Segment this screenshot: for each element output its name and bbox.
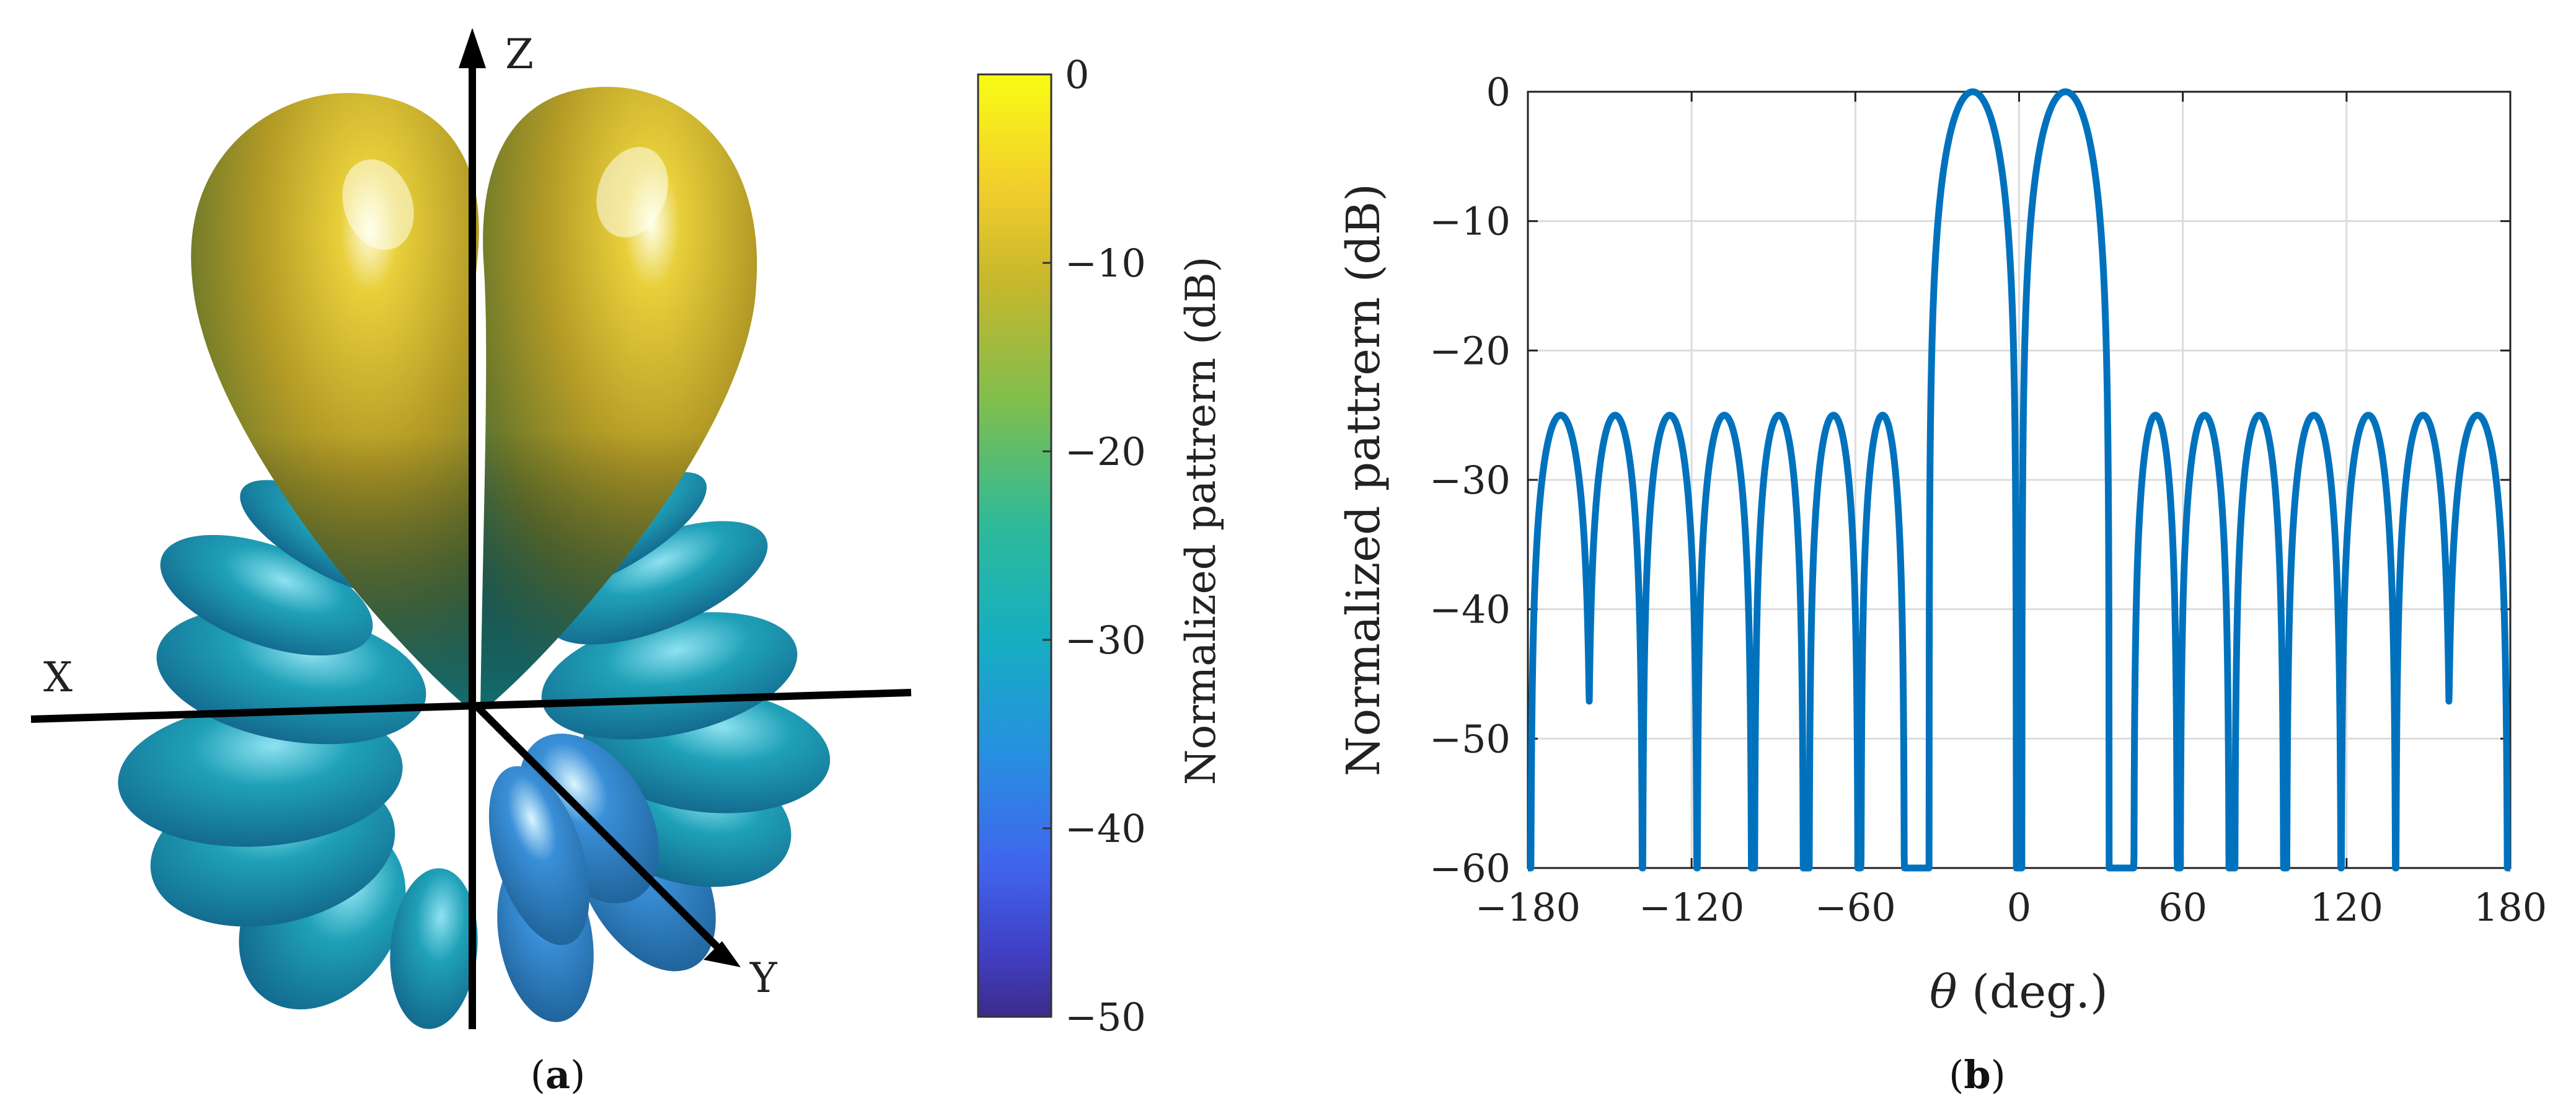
panel-a: Z X Y 0 −10 −20 −30 −40 −50 Normalized pattre… xyxy=(30,28,1225,1097)
z-axis-label: Z xyxy=(505,30,534,78)
y-tick-label: −60 xyxy=(1429,846,1511,891)
x-tick-label: −60 xyxy=(1815,885,1896,930)
y-tick-label: −40 xyxy=(1429,587,1511,632)
x-axis-title: θ (deg.) xyxy=(1930,965,2108,1019)
axes-3d xyxy=(30,28,912,1029)
colorbar-tick-label: −50 xyxy=(1065,994,1146,1040)
colorbar: 0 −10 −20 −30 −40 −50 Normalized pattrern (dB… xyxy=(977,52,1225,1040)
colorbar-label: Normalized pattrern (dB) xyxy=(1177,257,1225,786)
main-lobe-highlight xyxy=(342,159,414,250)
main-lobe-highlight xyxy=(596,147,668,237)
colorbar-tick-label: −40 xyxy=(1065,806,1146,851)
x-axis-line xyxy=(30,689,912,723)
upper-side-lobes xyxy=(156,472,798,745)
panel-a-label: (a) xyxy=(531,1052,586,1097)
colorbar-tick-label: −30 xyxy=(1065,618,1146,663)
series-line xyxy=(1524,88,2514,872)
y-tick-label: −20 xyxy=(1429,328,1511,373)
colorbar-tick-label: −10 xyxy=(1065,241,1146,286)
colorbar-gradient xyxy=(977,73,1052,1018)
colorbar-tick-label: −20 xyxy=(1065,429,1146,474)
plot-ticks: −180 −120 −60 0 60 120 180 0 −10 −20 −30 −40 −50 −60 xyxy=(1429,69,2547,930)
panel-b: −180 −120 −60 0 60 120 1800−10−20−30−40−50−60 … xyxy=(1337,69,2547,1097)
main-lobe-right-shade xyxy=(480,87,757,713)
colorbar-tick-label: 0 xyxy=(1065,52,1089,97)
y-tick-label: 0 xyxy=(1486,69,1511,115)
x-tick-label: 0 xyxy=(2007,885,2031,930)
y-axis-line xyxy=(474,704,731,961)
x-axis-label: X xyxy=(43,653,73,701)
x-tick-label: −180 xyxy=(1475,885,1581,930)
x-tick-label: 180 xyxy=(2474,885,2547,930)
x-tick-label: 120 xyxy=(2310,885,2383,930)
panel-b-label: (b) xyxy=(1949,1052,2006,1097)
y-tick-label: −50 xyxy=(1429,716,1511,761)
side-lobe xyxy=(541,612,798,740)
side-lobe xyxy=(546,521,768,645)
x-tick-label: 60 xyxy=(2158,885,2207,930)
y-axis-label: Y xyxy=(749,954,778,1002)
main-lobe-left-shade xyxy=(191,93,479,713)
colorbar-ticks: 0 −10 −20 −30 −40 −50 xyxy=(1043,52,1146,1040)
main-lobes xyxy=(191,87,757,713)
side-lobe xyxy=(488,766,590,946)
z-axis-arrow xyxy=(459,28,486,68)
y-tick-label: −10 xyxy=(1429,199,1511,244)
side-lobe xyxy=(160,534,373,656)
y-axis-title: Normalized pattrern (dB) xyxy=(1337,184,1390,776)
x-tick-label: −120 xyxy=(1639,885,1744,930)
side-lobe xyxy=(390,868,478,1029)
y-tick-label: −30 xyxy=(1429,458,1511,503)
y-axis-arrow xyxy=(704,941,741,967)
